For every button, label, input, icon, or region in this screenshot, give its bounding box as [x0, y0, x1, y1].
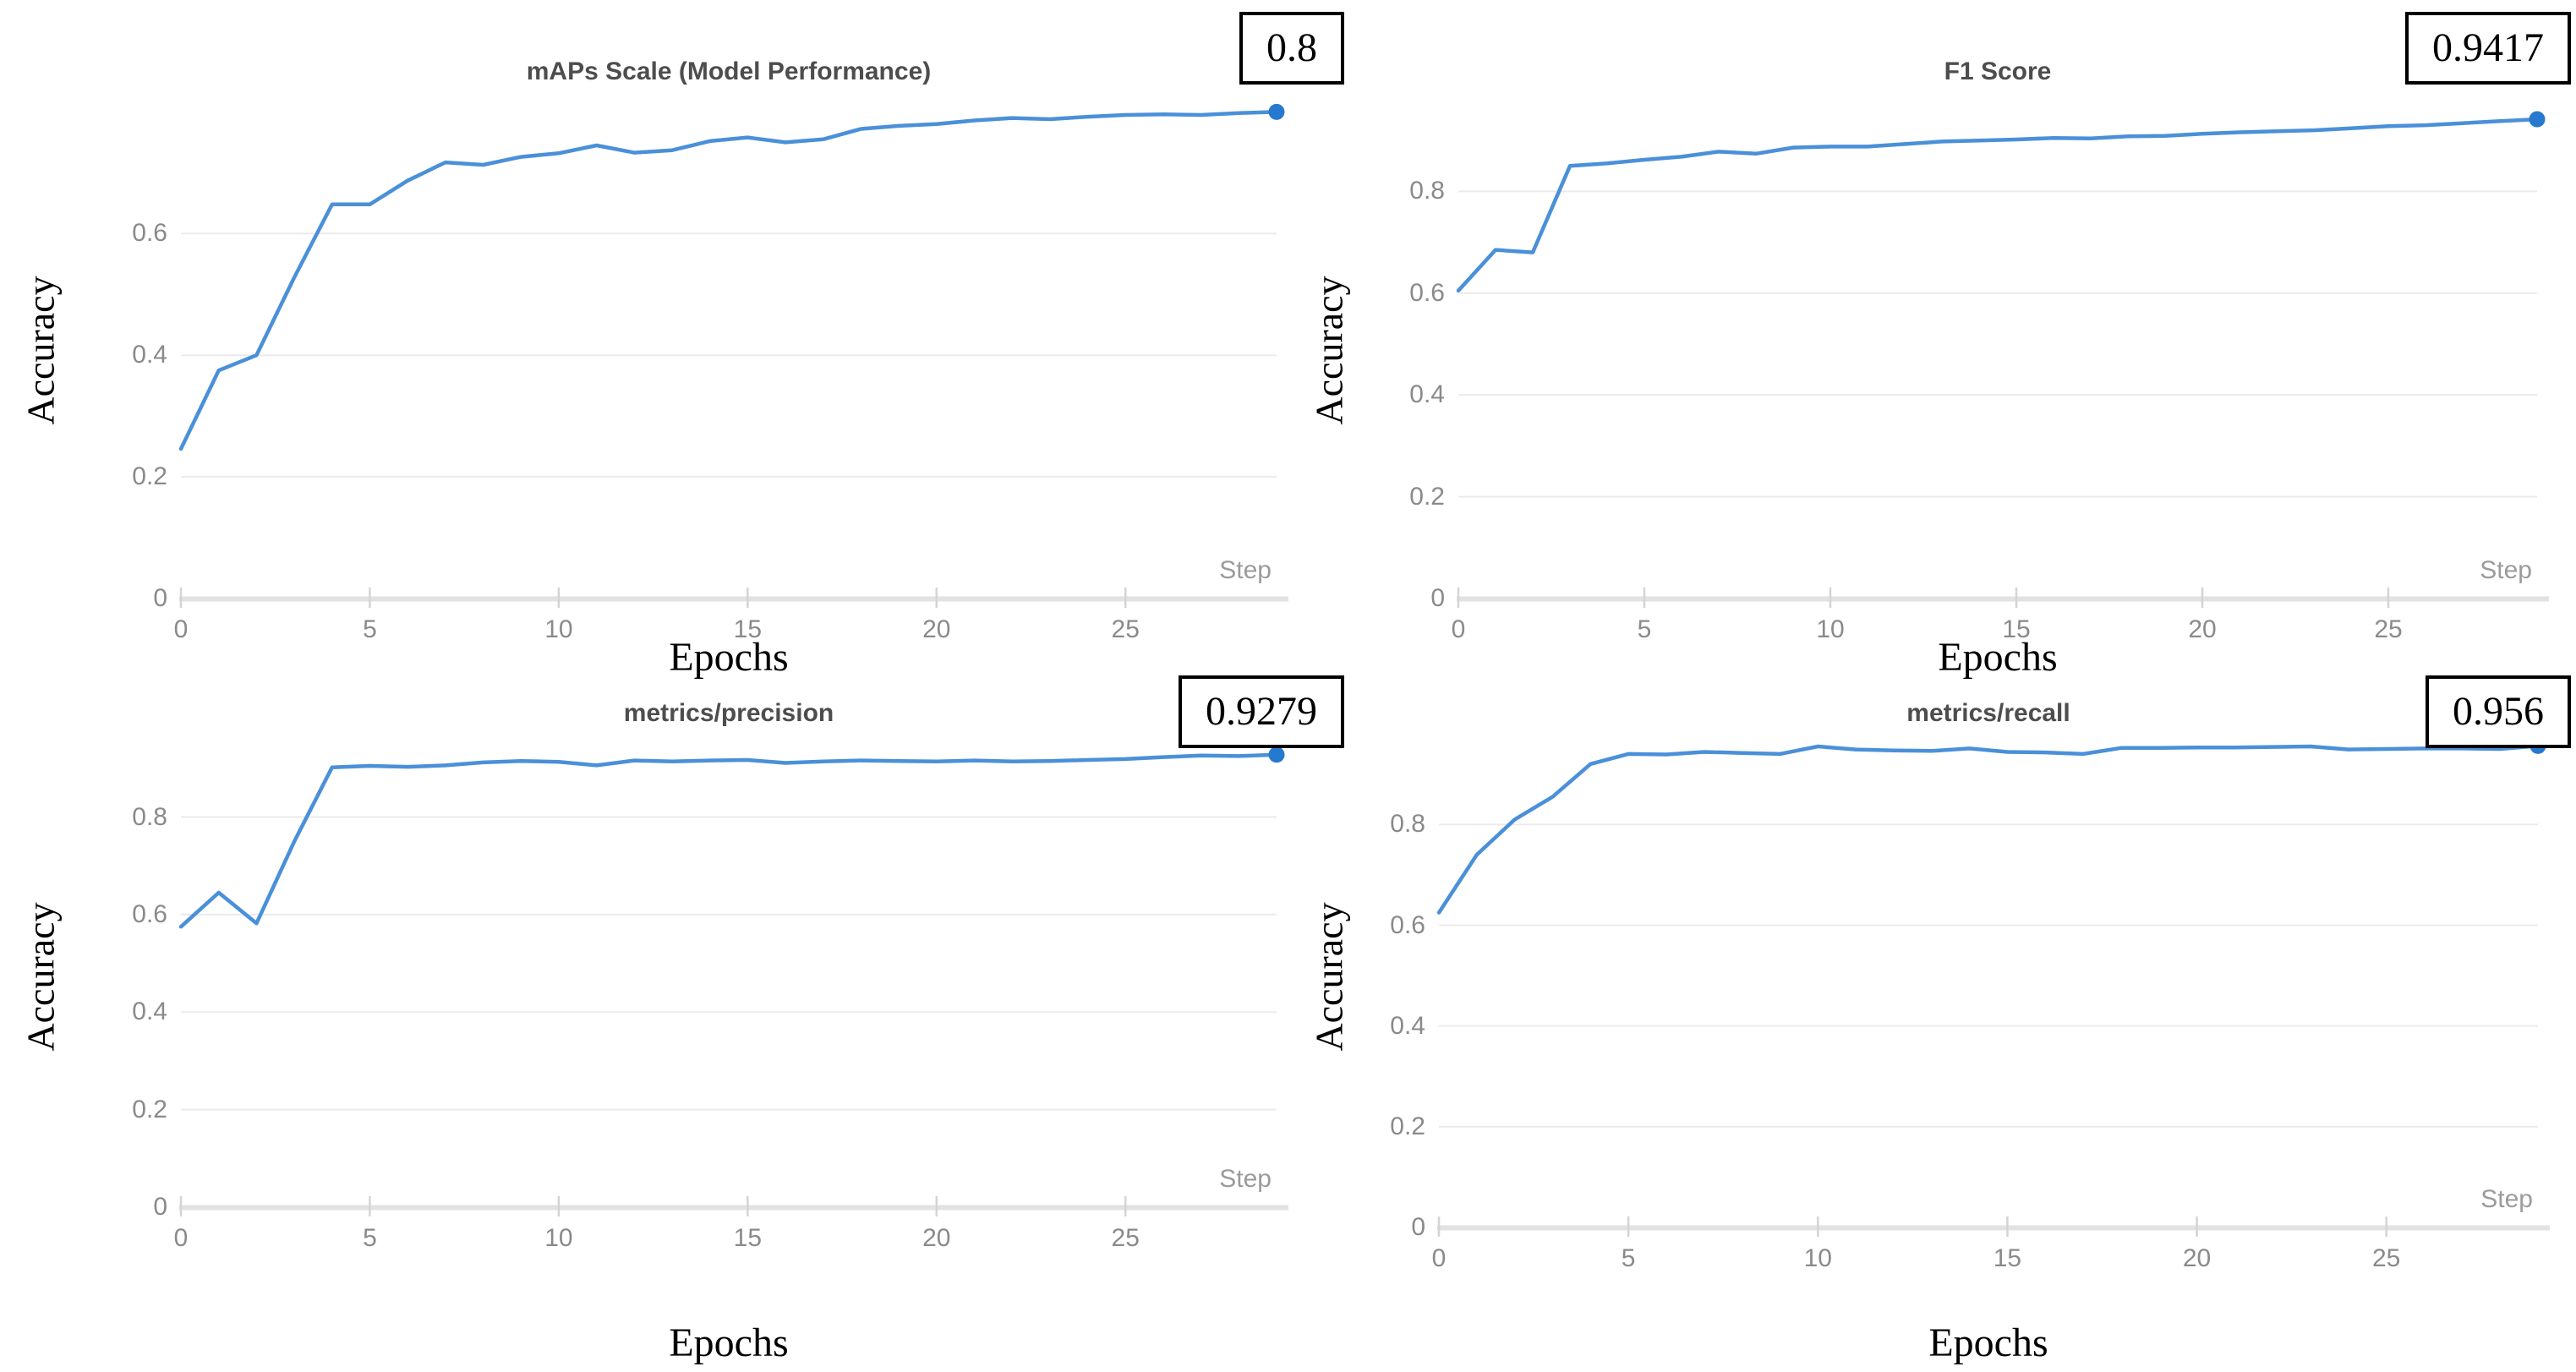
plot-area: Step	[178, 100, 1288, 608]
chart-panel-precision: metrics/precision 0.9279 Accuracy Step E…	[0, 675, 1344, 1372]
y-axis-label: Accuracy	[1307, 276, 1351, 425]
x-tick-label: 15	[1993, 1244, 2022, 1272]
y-tick-label: 0.6	[1390, 910, 1425, 939]
plot-area: Step	[178, 744, 1288, 1216]
chart-panel-f1-score: F1 Score 0.9417 Accuracy Step Epochs 0 0.…	[1288, 0, 2576, 686]
x-axis-line	[1457, 596, 2549, 602]
metric-line	[178, 752, 1279, 929]
x-tick-label: 0	[173, 1224, 189, 1252]
x-axis-line	[1437, 1225, 2550, 1231]
y-axis-label: Accuracy	[19, 276, 63, 425]
step-label: Step	[1219, 1165, 1272, 1193]
y-tick-label: 0.4	[1409, 380, 1445, 409]
y-tick-label: 0.6	[1409, 278, 1445, 307]
x-tick-label: 5	[363, 1224, 377, 1252]
y-tick-label: 0.8	[132, 802, 167, 831]
last-point-marker	[2529, 111, 2546, 128]
x-tick-label: 25	[2374, 615, 2403, 643]
step-label: Step	[2480, 1185, 2533, 1213]
final-value: 0.9417	[2432, 25, 2544, 70]
x-axis-label: Epochs	[669, 1320, 789, 1365]
y-tick-label: 0.2	[1390, 1112, 1425, 1140]
y-tick-label: 0.4	[132, 341, 167, 369]
metric-line	[178, 110, 1279, 451]
final-value: 0.9279	[1206, 689, 1317, 734]
y-tick-label: 0	[1411, 1213, 1425, 1241]
x-tick-label: 10	[1816, 615, 1845, 643]
final-value-box: 0.9417	[2405, 12, 2571, 85]
y-tick-label: 0.6	[132, 219, 167, 248]
step-label: Step	[2480, 556, 2532, 584]
chart-canvas	[1456, 111, 2549, 608]
chart-canvas	[178, 103, 1288, 608]
x-tick-label: 20	[922, 1224, 951, 1252]
x-tick-label: 5	[363, 615, 377, 643]
plot-area: Step	[1456, 100, 2549, 608]
x-tick-label: 0	[173, 615, 189, 643]
x-tick-label: 15	[2002, 615, 2031, 643]
x-tick-label: 20	[2182, 1244, 2212, 1272]
y-tick-label: 0.2	[132, 1095, 167, 1123]
step-label: Step	[1219, 556, 1272, 584]
metric-line	[1456, 117, 2540, 293]
last-point-marker	[1268, 103, 1285, 120]
chart-title: metrics/precision	[623, 699, 834, 727]
chart-title: F1 Score	[1944, 57, 2052, 85]
final-value-box: 0.956	[2426, 675, 2571, 748]
final-value-box: 0.8	[1239, 12, 1344, 85]
y-axis-label: Accuracy	[19, 902, 63, 1052]
x-tick-label: 20	[922, 615, 951, 643]
y-axis-label: Accuracy	[1307, 902, 1351, 1052]
plot-area: Step	[1436, 737, 2550, 1237]
y-tick-label: 0	[153, 1193, 167, 1221]
x-tick-label: 25	[2372, 1244, 2401, 1272]
x-tick-label: 10	[544, 1224, 573, 1252]
final-value: 0.956	[2453, 689, 2544, 734]
x-tick-label: 25	[1111, 1224, 1140, 1252]
x-tick-label: 0	[1431, 1244, 1447, 1272]
y-tick-label: 0.8	[1390, 810, 1425, 839]
y-tick-label: 0.8	[1409, 177, 1445, 205]
final-value: 0.8	[1266, 25, 1317, 70]
x-tick-label: 20	[2188, 615, 2217, 643]
x-axis-label: Epochs	[1938, 635, 2058, 680]
chart-title: metrics/recall	[1906, 699, 2070, 727]
x-axis-line	[179, 596, 1288, 602]
y-tick-label: 0.6	[132, 899, 167, 928]
x-axis-label: Epochs	[1928, 1320, 2048, 1365]
last-point-marker	[1268, 746, 1285, 763]
y-tick-label: 0	[153, 584, 167, 612]
x-axis-label: Epochs	[669, 635, 789, 680]
y-tick-label: 0.2	[132, 462, 167, 491]
final-value-box: 0.9279	[1179, 675, 1344, 748]
chart-canvas	[1436, 737, 2550, 1237]
y-tick-label: 0	[1430, 584, 1445, 612]
x-tick-label: 15	[733, 1224, 763, 1252]
y-tick-label: 0.2	[1409, 482, 1445, 511]
x-tick-label: 10	[1803, 1244, 1832, 1272]
x-tick-label: 10	[544, 615, 573, 643]
x-axis-line	[179, 1205, 1288, 1211]
y-tick-label: 0.4	[1390, 1011, 1425, 1040]
x-tick-label: 0	[1451, 615, 1466, 643]
chart-title: mAPs Scale (Model Performance)	[526, 57, 932, 85]
x-tick-label: 5	[1621, 1244, 1636, 1272]
x-tick-label: 5	[1637, 615, 1652, 643]
x-tick-label: 25	[1111, 615, 1140, 643]
chart-canvas	[178, 746, 1288, 1216]
metric-line	[1436, 744, 2540, 915]
x-tick-label: 15	[733, 615, 763, 643]
y-tick-label: 0.4	[132, 998, 167, 1026]
chart-panel-recall: metrics/recall 0.956 Accuracy Step Epoch…	[1288, 675, 2576, 1372]
chart-panel-maps-scale: mAPs Scale (Model Performance) 0.8 Accur…	[0, 0, 1344, 686]
